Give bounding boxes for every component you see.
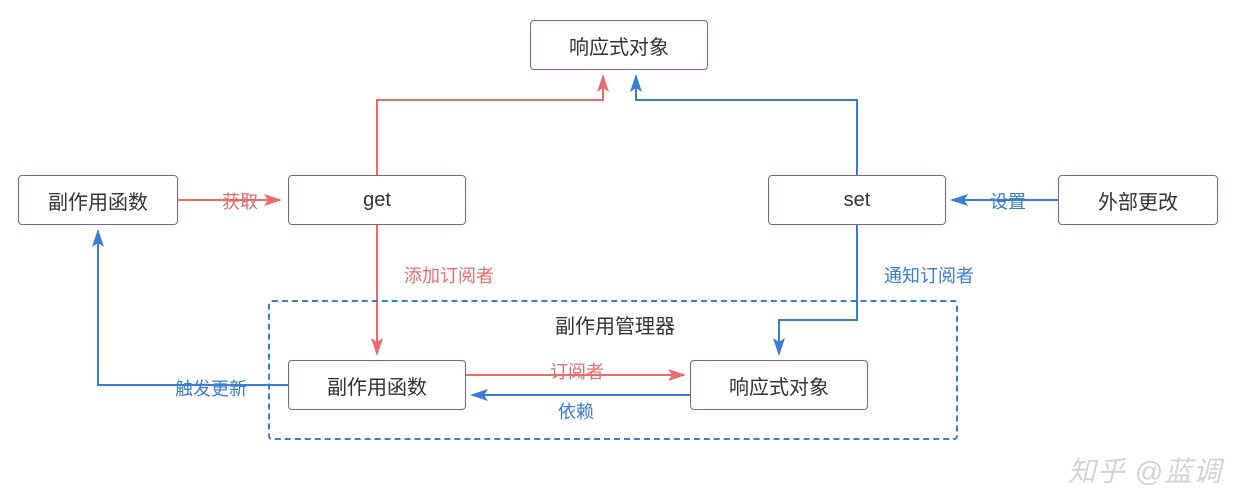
edge-label-e3: 添加订阅者 [404,262,494,288]
node-get: get [288,175,466,225]
node-label: set [844,189,871,212]
edge-e8 [636,76,857,175]
node-side-effect-fn: 副作用函数 [18,175,178,225]
node-external-change: 外部更改 [1058,175,1218,225]
node-reactive-obj-top: 响应式对象 [530,20,708,70]
edge-label-e6: 触发更新 [175,375,247,401]
node-label: 外部更改 [1098,186,1178,215]
edge-label-e9: 通知订阅者 [884,262,974,288]
edge-e6 [98,231,288,385]
manager-title: 副作用管理器 [555,310,675,339]
node-set: set [768,175,946,225]
edge-label-e1: 获取 [222,188,258,214]
watermark: 知乎 @蓝调 [1068,450,1222,490]
node-label: get [363,189,391,212]
node-label: 响应式对象 [569,31,669,60]
edge-label-e5: 依赖 [558,398,594,424]
node-label: 副作用函数 [48,186,148,215]
edge-label-e7: 设置 [990,188,1026,214]
edge-label-e4: 订阅者 [550,358,604,384]
edge-e2 [377,76,603,175]
